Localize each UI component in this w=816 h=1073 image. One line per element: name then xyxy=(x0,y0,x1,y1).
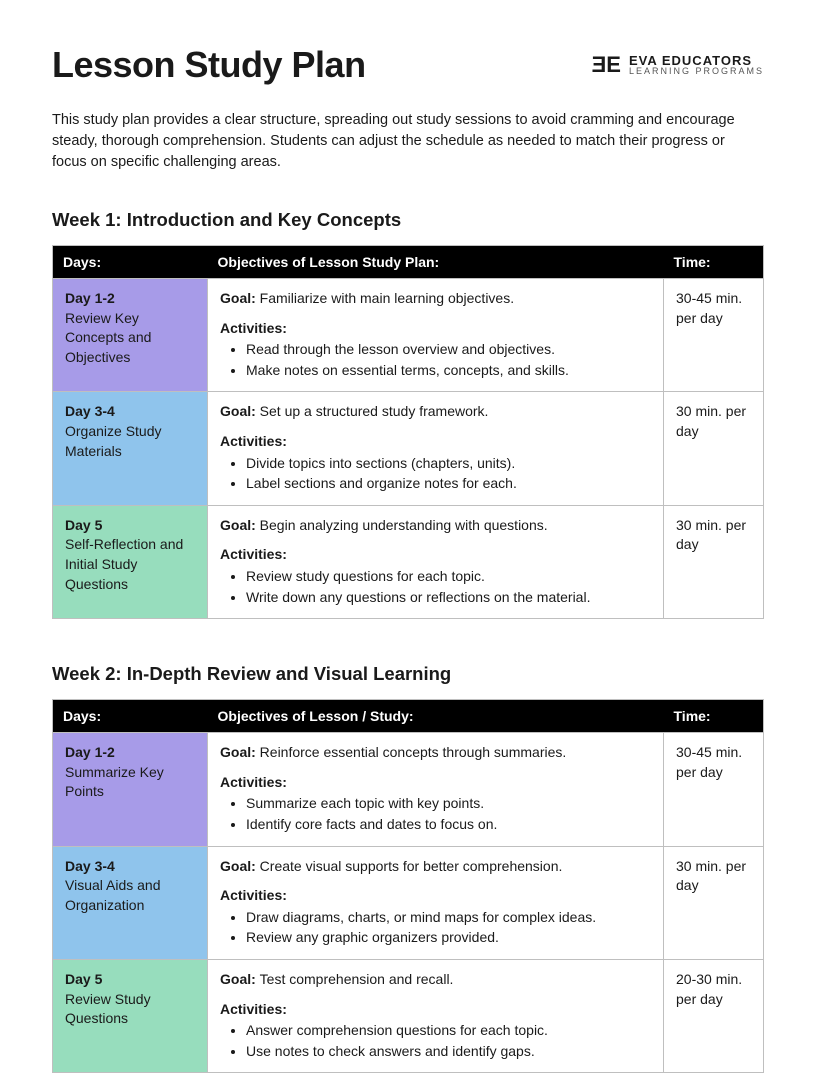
activity-item: Write down any questions or reflections … xyxy=(246,588,651,608)
goal-text: Familiarize with main learning objective… xyxy=(260,290,514,306)
page-title: Lesson Study Plan xyxy=(52,44,366,86)
brand-logo: ƎE EVA EDUCATORS LEARNING PROGRAMS xyxy=(592,52,764,78)
table-row: Day 3-4Visual Aids and OrganizationGoal:… xyxy=(53,846,764,959)
activities-list: Summarize each topic with key points.Ide… xyxy=(220,794,651,834)
time-cell: 30-45 min. per day xyxy=(664,279,764,392)
goal-label: Goal: xyxy=(220,290,260,306)
table-header: Days: xyxy=(53,246,208,279)
activity-item: Use notes to check answers and identify … xyxy=(246,1042,651,1062)
activities-label: Activities: xyxy=(220,1000,651,1020)
table-header: Objectives of Lesson / Study: xyxy=(208,700,664,733)
goal-text: Test comprehension and recall. xyxy=(260,971,454,987)
day-title: Day 5 xyxy=(65,516,195,536)
plan-table: Days:Objectives of Lesson Study Plan:Tim… xyxy=(52,245,764,619)
goal-label: Goal: xyxy=(220,403,260,419)
day-desc: Self-Reflection and Initial Study Questi… xyxy=(65,535,195,594)
table-header: Time: xyxy=(664,246,764,279)
activities-label: Activities: xyxy=(220,432,651,452)
time-cell: 30 min. per day xyxy=(664,505,764,618)
goal-label: Goal: xyxy=(220,858,260,874)
activity-item: Read through the lesson overview and obj… xyxy=(246,340,651,360)
day-desc: Organize Study Materials xyxy=(65,422,195,461)
goal-label: Goal: xyxy=(220,517,260,533)
days-cell: Day 5Self-Reflection and Initial Study Q… xyxy=(53,505,208,618)
table-row: Day 1-2Summarize Key PointsGoal: Reinfor… xyxy=(53,733,764,846)
goal-text: Set up a structured study framework. xyxy=(260,403,489,419)
day-desc: Visual Aids and Organization xyxy=(65,876,195,915)
logo-tagline: LEARNING PROGRAMS xyxy=(629,67,764,76)
table-row: Day 1-2Review Key Concepts and Objective… xyxy=(53,279,764,392)
intro-text: This study plan provides a clear structu… xyxy=(52,110,752,173)
activities-label: Activities: xyxy=(220,773,651,793)
goal-text: Begin analyzing understanding with quest… xyxy=(260,517,548,533)
header-row: Lesson Study Plan ƎE EVA EDUCATORS LEARN… xyxy=(52,44,764,86)
activities-list: Answer comprehension questions for each … xyxy=(220,1021,651,1061)
activities-list: Read through the lesson overview and obj… xyxy=(220,340,651,380)
activities-label: Activities: xyxy=(220,545,651,565)
activity-item: Divide topics into sections (chapters, u… xyxy=(246,454,651,474)
day-title: Day 3-4 xyxy=(65,402,195,422)
table-row: Day 3-4Organize Study MaterialsGoal: Set… xyxy=(53,392,764,505)
activity-item: Draw diagrams, charts, or mind maps for … xyxy=(246,908,651,928)
time-cell: 30-45 min. per day xyxy=(664,733,764,846)
activity-item: Summarize each topic with key points. xyxy=(246,794,651,814)
activities-list: Review study questions for each topic.Wr… xyxy=(220,567,651,607)
activity-item: Review study questions for each topic. xyxy=(246,567,651,587)
activities-list: Divide topics into sections (chapters, u… xyxy=(220,454,651,494)
days-cell: Day 1-2Review Key Concepts and Objective… xyxy=(53,279,208,392)
days-cell: Day 3-4Organize Study Materials xyxy=(53,392,208,505)
day-title: Day 3-4 xyxy=(65,857,195,877)
objectives-cell: Goal: Familiarize with main learning obj… xyxy=(208,279,664,392)
objectives-cell: Goal: Create visual supports for better … xyxy=(208,846,664,959)
goal-label: Goal: xyxy=(220,971,260,987)
table-header: Days: xyxy=(53,700,208,733)
goal-label: Goal: xyxy=(220,744,260,760)
day-title: Day 5 xyxy=(65,970,195,990)
week-heading: Week 1: Introduction and Key Concepts xyxy=(52,209,764,231)
day-title: Day 1-2 xyxy=(65,743,195,763)
activity-item: Label sections and organize notes for ea… xyxy=(246,474,651,494)
week-heading: Week 2: In-Depth Review and Visual Learn… xyxy=(52,663,764,685)
objectives-cell: Goal: Set up a structured study framewor… xyxy=(208,392,664,505)
day-title: Day 1-2 xyxy=(65,289,195,309)
table-row: Day 5Self-Reflection and Initial Study Q… xyxy=(53,505,764,618)
goal-text: Create visual supports for better compre… xyxy=(260,858,563,874)
goal-text: Reinforce essential concepts through sum… xyxy=(260,744,567,760)
time-cell: 30 min. per day xyxy=(664,846,764,959)
weeks-container: Week 1: Introduction and Key Concepts Day… xyxy=(52,209,764,1073)
plan-table: Days:Objectives of Lesson / Study:Time: D… xyxy=(52,699,764,1073)
activities-label: Activities: xyxy=(220,886,651,906)
activity-item: Make notes on essential terms, concepts,… xyxy=(246,361,651,381)
activities-label: Activities: xyxy=(220,319,651,339)
activity-item: Identify core facts and dates to focus o… xyxy=(246,815,651,835)
day-desc: Review Key Concepts and Objectives xyxy=(65,309,195,368)
objectives-cell: Goal: Reinforce essential concepts throu… xyxy=(208,733,664,846)
logo-mark: ƎE xyxy=(592,52,621,78)
activity-item: Review any graphic organizers provided. xyxy=(246,928,651,948)
activity-item: Answer comprehension questions for each … xyxy=(246,1021,651,1041)
day-desc: Review Study Questions xyxy=(65,990,195,1029)
objectives-cell: Goal: Begin analyzing understanding with… xyxy=(208,505,664,618)
activities-list: Draw diagrams, charts, or mind maps for … xyxy=(220,908,651,948)
day-desc: Summarize Key Points xyxy=(65,763,195,802)
table-header: Time: xyxy=(664,700,764,733)
days-cell: Day 1-2Summarize Key Points xyxy=(53,733,208,846)
table-header: Objectives of Lesson Study Plan: xyxy=(208,246,664,279)
time-cell: 30 min. per day xyxy=(664,392,764,505)
days-cell: Day 3-4Visual Aids and Organization xyxy=(53,846,208,959)
